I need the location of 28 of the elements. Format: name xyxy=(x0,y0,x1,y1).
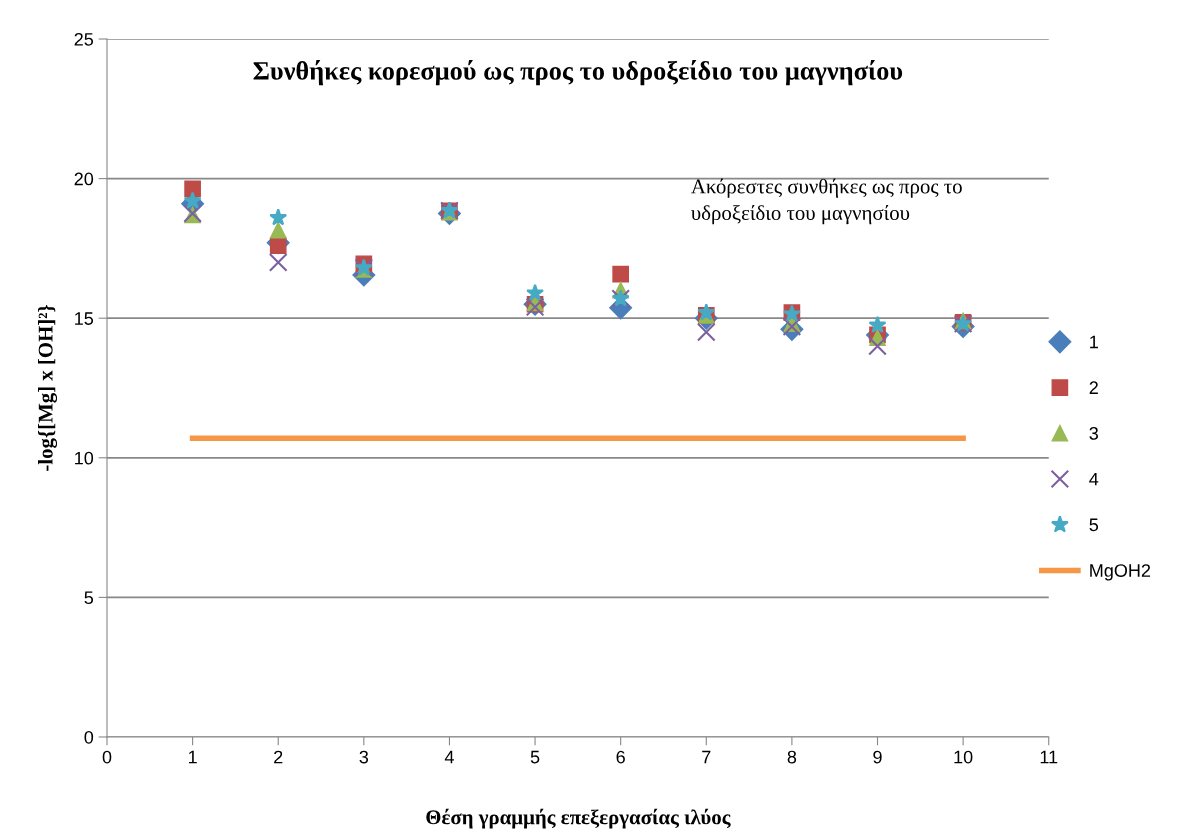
annotation: Ακόρεστες συνθήκες ως προς το υδροξείδιο του μαγνησίου xyxy=(691,178,962,225)
x-tick-label: 3 xyxy=(359,750,369,764)
legend-label: MgOH2 xyxy=(1090,564,1151,581)
x-tick-label: 10 xyxy=(954,750,973,764)
y-tick-label: 15 xyxy=(75,312,94,325)
y-tick-label: 0 xyxy=(84,730,94,744)
x-tick-label: 4 xyxy=(444,750,454,764)
legend-label: 1 xyxy=(1090,335,1098,349)
legend-label: 4 xyxy=(1089,472,1099,486)
legend-label: 3 xyxy=(1089,426,1099,440)
x-tick-label: 7 xyxy=(702,750,711,764)
x-tick-label: 1 xyxy=(188,750,197,764)
x-tick-label: 5 xyxy=(530,750,540,764)
y-tick-label: 20 xyxy=(74,172,94,186)
y-tick-label: 10 xyxy=(75,451,94,465)
text: Συνθήκες κορεσμού ως προς το υδροξείδιο του μαγνησίου xyxy=(253,59,903,86)
x-axis-title: Θέση γραμμής επεξεργασίας ιλύος xyxy=(426,808,731,829)
x-tick-label: 6 xyxy=(616,750,625,764)
x-tick-label: 8 xyxy=(787,750,797,764)
x-tick-label: 11 xyxy=(1040,750,1058,764)
y-tick-label: 5 xyxy=(84,591,94,605)
x-tick-label: 9 xyxy=(873,750,882,764)
y-axis-title: -log{[Mg] x [OH]²} xyxy=(38,305,58,471)
legend-label: 2 xyxy=(1089,381,1098,394)
x-tick-label: 0 xyxy=(102,750,112,764)
legend-label: 5 xyxy=(1089,518,1099,532)
x-tick-label: 2 xyxy=(274,750,283,764)
y-tick-label: 25 xyxy=(74,32,94,46)
